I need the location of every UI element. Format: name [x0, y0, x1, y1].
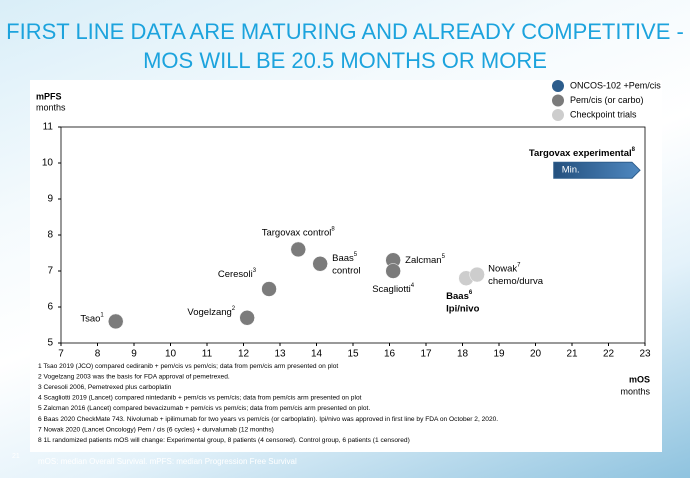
- label-name: Ceresoli: [218, 269, 253, 280]
- x-axis-label: mOS: [629, 374, 650, 384]
- label-ref: 2: [232, 305, 236, 311]
- legend-swatch: [552, 80, 564, 92]
- point-label: Targovax control8: [262, 226, 336, 238]
- point-label: Targovax experimental8: [529, 147, 636, 159]
- x-tick-label: 18: [457, 349, 469, 360]
- footnote: 1 Tsao 2019 (JCO) compared cediranib + p…: [38, 363, 338, 370]
- point: [290, 241, 306, 258]
- point-label: Vogelzang2: [187, 305, 235, 317]
- y-tick-label: 10: [42, 158, 54, 169]
- point-label: Baas5: [332, 251, 358, 263]
- label-ref: 7: [517, 262, 521, 268]
- x-axis-unit: months: [620, 386, 650, 396]
- point: [261, 281, 277, 297]
- point-label-line2: chemo/durva: [488, 276, 544, 287]
- x-tick-label: 22: [603, 349, 615, 360]
- label-ref: 5: [354, 251, 358, 257]
- label-ref: 6: [469, 290, 473, 296]
- x-tick-label: 12: [238, 349, 250, 360]
- x-tick-label: 8: [95, 349, 101, 360]
- label-name: Targovax control: [262, 227, 332, 238]
- point: [469, 266, 485, 283]
- x-tick-label: 17: [420, 349, 432, 360]
- y-axis-unit: months: [36, 102, 66, 112]
- x-tick-label: 20: [530, 349, 542, 360]
- label-name: Nowak: [488, 263, 517, 274]
- label-name: Scagliotti: [372, 284, 411, 295]
- label-name: Zalcman: [405, 255, 441, 266]
- x-tick-label: 11: [202, 349, 213, 360]
- footnote: 5 Zalcman 2016 (Lancet) compared bevaciz…: [38, 405, 370, 412]
- label-ref: 8: [632, 147, 636, 153]
- x-tick-label: 16: [384, 349, 396, 360]
- y-tick-label: 6: [47, 302, 53, 313]
- point-label: Baas6: [446, 290, 473, 302]
- label-ref: 1: [100, 312, 104, 318]
- x-tick-label: 7: [58, 349, 64, 360]
- point-label: Ceresoli3: [218, 268, 257, 280]
- x-tick-label: 21: [566, 349, 578, 360]
- label-ref: 5: [442, 254, 446, 260]
- legend-label: Checkpoint trials: [570, 109, 637, 119]
- panel: [30, 80, 662, 452]
- point: [312, 256, 328, 272]
- point-label: Scagliotti4: [372, 283, 415, 295]
- point: [385, 263, 401, 279]
- legend-swatch: [552, 94, 564, 107]
- x-tick-label: 14: [311, 349, 323, 360]
- point-label: Zalcman5: [405, 254, 445, 266]
- label-name: Targovax experimental: [529, 148, 632, 159]
- bottom-note: mOS: median Overall Survival. mPFS: medi…: [38, 457, 297, 466]
- legend-label: Pem/cis (or carbo): [570, 95, 644, 105]
- y-tick-label: 7: [47, 266, 53, 277]
- x-tick-label: 13: [274, 349, 286, 360]
- footnote: 4 Scagliotti 2019 (Lancet) compared nint…: [38, 395, 362, 402]
- label-ref: 8: [331, 226, 335, 232]
- x-tick-label: 15: [347, 349, 359, 360]
- label-ref: 4: [411, 283, 415, 289]
- footnote: 3 Ceresoli 2006, Pemetrexed plus carbopl…: [38, 384, 172, 391]
- label-name: Tsao: [80, 313, 100, 324]
- page-number: 21: [12, 453, 20, 460]
- footnote: 7 Nowak 2020 (Lancet Oncology) Pem / cis…: [38, 426, 274, 433]
- label-name: Baas: [332, 252, 354, 263]
- x-tick-label: 9: [131, 349, 137, 360]
- x-tick-label: 23: [639, 349, 651, 360]
- point: [108, 313, 124, 330]
- legend-label: ONCOS-102 +Pem/cis: [570, 80, 661, 90]
- min-arrow: [553, 161, 641, 179]
- x-tick-label: 10: [165, 349, 177, 360]
- legend-swatch: [552, 109, 564, 121]
- footnote: 6 Baas 2020 CheckMate 743. Nivolumab + i…: [38, 416, 498, 423]
- y-tick-label: 5: [47, 338, 53, 349]
- point-label-line2: control: [332, 265, 361, 276]
- label-name: Vogelzang: [187, 306, 231, 317]
- title: FIRST LINE DATA ARE MATURING AND ALREADY…: [6, 19, 684, 44]
- min-label: Min.: [562, 165, 580, 176]
- title: MOS WILL BE 20.5 MONTHS OR MORE: [143, 48, 547, 73]
- x-tick-label: 19: [493, 349, 505, 360]
- y-axis-label: mPFS: [36, 91, 62, 101]
- y-tick-label: 8: [47, 230, 53, 241]
- footnote: 8 1L randomized patients mOS will change…: [38, 437, 410, 444]
- point-label: Tsao1: [80, 312, 104, 324]
- label-ref: 3: [253, 268, 257, 274]
- point-label-line2: Ipi/nivo: [446, 304, 479, 315]
- label-name: Baas: [446, 291, 469, 302]
- y-tick-label: 11: [43, 122, 54, 133]
- y-tick-label: 9: [47, 194, 53, 205]
- footnote: 2 Vogelzang 2003 was the basis for FDA a…: [38, 373, 230, 380]
- point: [239, 310, 255, 326]
- point-label: Nowak7: [488, 262, 521, 274]
